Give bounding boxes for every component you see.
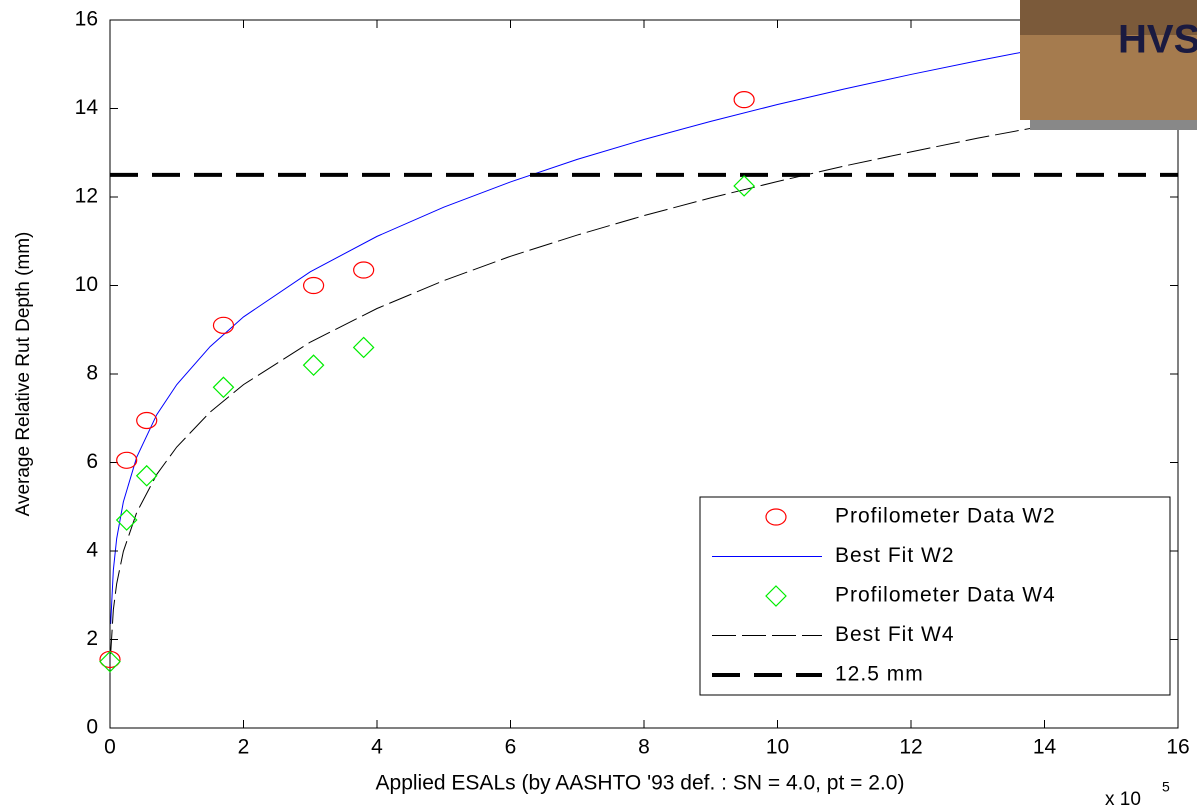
- data-point: [765, 508, 787, 526]
- data-point: [302, 354, 325, 376]
- data-point: [212, 316, 235, 334]
- photo-band: [1020, 0, 1197, 35]
- data-point: [136, 411, 158, 430]
- data-point: [733, 175, 755, 197]
- x-tick-label: 8: [638, 736, 650, 759]
- x-tick-label: 2: [238, 736, 250, 759]
- y-tick-label: 10: [75, 273, 98, 296]
- fit-line: [110, 101, 1178, 654]
- y-tick-label: 14: [75, 96, 99, 119]
- photo-label: HVS: [1118, 18, 1197, 62]
- legend-label: Best Fit W4: [835, 623, 955, 646]
- data-point: [115, 509, 138, 531]
- data-point: [116, 451, 138, 469]
- plot-area: [110, 23, 1178, 654]
- x-tick-label: 0: [104, 736, 116, 759]
- x-multiplier-exponent: 5: [1162, 779, 1170, 795]
- data-point: [733, 91, 755, 109]
- data-point: [352, 336, 375, 359]
- legend-label: Profilometer Data W4: [835, 584, 1056, 607]
- y-tick-label: 6: [86, 450, 98, 473]
- legend-box: [699, 496, 1171, 696]
- data-point: [135, 464, 158, 487]
- y-tick-label: 0: [86, 716, 98, 739]
- x-tick-label: 6: [505, 736, 517, 759]
- data-point: [353, 261, 375, 279]
- x-tick-label: 10: [766, 736, 789, 759]
- x-axis-label: Applied ESALs (by AASHTO '93 def. : SN =…: [376, 772, 905, 795]
- fit-line: [110, 23, 1178, 625]
- data-point: [99, 650, 121, 673]
- x-tick-label: 14: [1033, 736, 1057, 759]
- x-tick-label: 16: [1166, 736, 1189, 759]
- data-point: [212, 376, 235, 399]
- x-multiplier: x 10: [1105, 789, 1141, 809]
- y-tick-label: 12: [75, 185, 98, 208]
- photo: HVS: [1020, 0, 1197, 130]
- y-tick-label: 16: [75, 8, 98, 31]
- data-point: [302, 276, 325, 295]
- y-axis-label: Average Relative Rut Depth (mm): [13, 232, 34, 517]
- y-tick-label: 2: [86, 627, 98, 650]
- x-tick-label: 4: [371, 736, 383, 759]
- legend-label: Profilometer Data W2: [835, 505, 1056, 528]
- legend-label: Best Fit W2: [835, 544, 955, 567]
- x-tick-label: 12: [899, 736, 922, 759]
- y-tick-label: 8: [86, 362, 98, 385]
- data-point: [765, 585, 787, 607]
- legend-label: 12.5 mm: [835, 663, 924, 686]
- y-tick-label: 4: [86, 539, 98, 562]
